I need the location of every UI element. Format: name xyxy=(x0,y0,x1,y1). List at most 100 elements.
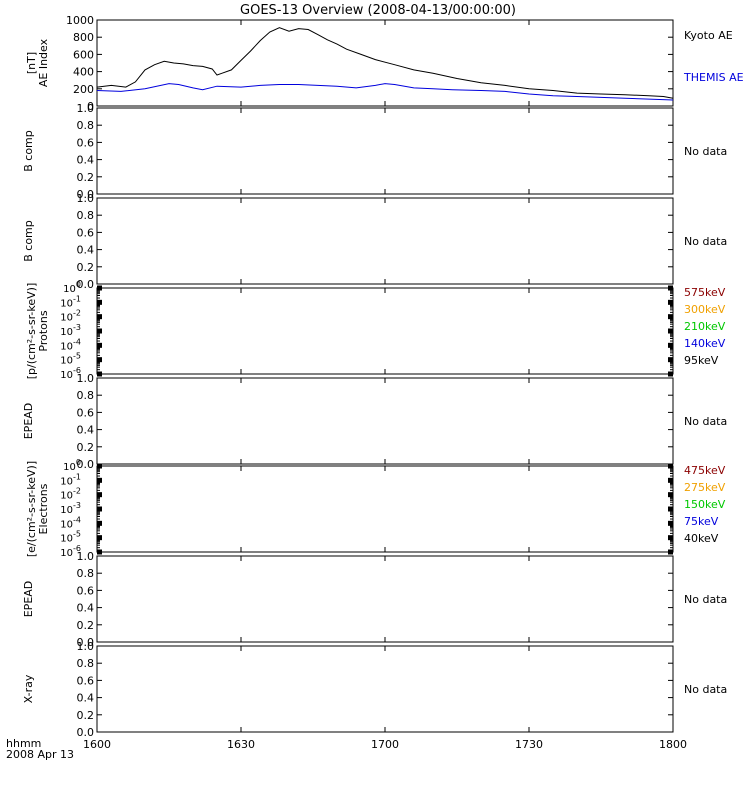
y-tick-label: 0.6 xyxy=(77,136,95,149)
y-tick-label: 1.0 xyxy=(77,192,95,205)
y-axis-label: [e/(cm²-s-sr-keV)] xyxy=(25,461,38,557)
y-tick-label: 0.0 xyxy=(77,278,95,291)
series-line-2 xyxy=(96,83,674,101)
panel-frame xyxy=(96,197,674,285)
y-tick-label: 0.8 xyxy=(77,657,95,670)
y-tick-label: 1.0 xyxy=(77,550,95,563)
y-tick-mark xyxy=(97,371,102,377)
y-tick-exponent: -1 xyxy=(73,472,81,481)
y-axis-label: EPEAD xyxy=(22,581,35,618)
y-tick-label: 0.6 xyxy=(77,674,95,687)
y-tick-label: 0.6 xyxy=(77,226,95,239)
y-tick-mark xyxy=(97,299,102,305)
y-tick-label: 0.0 xyxy=(77,188,95,201)
y-tick-mark xyxy=(97,357,102,363)
y-tick-mark xyxy=(668,314,673,320)
y-tick-label: 10-3 xyxy=(60,501,81,516)
panel-1: AE Index[nT] 1000 800 600 400 200 0 Kyoto AE THE… xyxy=(25,14,744,113)
panel-frame xyxy=(96,377,674,465)
x-tick-label: 1600 xyxy=(83,738,111,751)
y-tick-label: 0.8 xyxy=(77,389,95,402)
y-axis-label: B comp xyxy=(22,130,35,172)
y-tick-exponent: -1 xyxy=(73,294,81,303)
y-tick-label: 0.0 xyxy=(77,458,95,471)
panel-4: Protons[p/(cm²-s-sr-keV)] 10010-110-210-3… xyxy=(25,280,726,381)
y-tick-mark xyxy=(668,506,673,512)
y-tick-mark xyxy=(668,342,673,348)
y-tick-label: 1.0 xyxy=(77,102,95,115)
y-tick-exponent: -6 xyxy=(73,366,81,375)
x-tick-label: 1800 xyxy=(659,738,687,751)
panel-5: EPEAD 1.0 0.8 0.6 0.4 0.2 0.0 No data xyxy=(22,372,727,471)
y-tick-label: 0.8 xyxy=(77,567,95,580)
no-data-note: No data xyxy=(684,235,727,248)
y-tick-label: 10-4 xyxy=(60,337,81,352)
y-tick-exponent: -5 xyxy=(73,352,81,361)
y-tick-label: 800 xyxy=(73,31,94,44)
y-tick-mark xyxy=(97,535,102,541)
y-tick-label: 10-5 xyxy=(60,530,81,545)
y-tick-label: 1.0 xyxy=(77,640,95,653)
y-tick-mark xyxy=(668,492,673,498)
legend-entry: 575keV xyxy=(684,286,726,299)
legend-entry: 95keV xyxy=(684,354,719,367)
y-tick-label: 0.4 xyxy=(77,244,95,257)
y-tick-mark xyxy=(97,328,102,334)
x-tick-label: 1730 xyxy=(515,738,543,751)
y-tick-label: 10-2 xyxy=(60,487,81,502)
y-tick-mark xyxy=(668,299,673,305)
y-tick-label: 0.6 xyxy=(77,406,95,419)
legend-entry: Kyoto AE xyxy=(684,29,733,42)
y-tick-mark xyxy=(97,549,102,555)
time-format-label: hhmm xyxy=(6,737,41,750)
y-tick-label: 0.4 xyxy=(77,154,95,167)
y-tick-label: 10-1 xyxy=(60,472,81,487)
panel-8: X-ray 1.0 0.8 0.6 0.4 0.2 0.0 No data xyxy=(22,640,727,739)
y-tick-label: 0.4 xyxy=(77,692,95,705)
legend-entry: 140keV xyxy=(684,337,726,350)
y-tick-label: 0.6 xyxy=(77,584,95,597)
y-axis-label: X-ray xyxy=(22,674,35,703)
y-tick-label: 0.2 xyxy=(77,619,95,632)
y-tick-label: 0.2 xyxy=(77,171,95,184)
no-data-note: No data xyxy=(684,145,727,158)
y-tick-exponent: -5 xyxy=(73,530,81,539)
panel-frame xyxy=(96,645,674,733)
panel-3: B comp 1.0 0.8 0.6 0.4 0.2 0.0 No data xyxy=(22,192,727,291)
y-tick-mark xyxy=(97,506,102,512)
y-tick-mark xyxy=(97,463,102,469)
y-tick-exponent: -3 xyxy=(73,501,81,510)
y-tick-mark xyxy=(97,285,102,291)
y-axis-label: AE Index xyxy=(37,38,50,87)
panel-frame xyxy=(96,287,674,375)
date-label: 2008 Apr 13 xyxy=(6,748,74,761)
series-line-1 xyxy=(96,27,674,99)
legend-entry: 40keV xyxy=(684,532,719,545)
y-tick-label: 600 xyxy=(73,48,94,61)
y-tick-label: 10-3 xyxy=(60,323,81,338)
y-tick-exponent: -6 xyxy=(73,544,81,553)
panel-6: Electrons[e/(cm²-s-sr-keV)] 10010-110-210… xyxy=(25,458,726,559)
y-tick-label: 0.4 xyxy=(77,424,95,437)
no-data-note: No data xyxy=(684,683,727,696)
y-tick-mark xyxy=(668,535,673,541)
y-tick-label: 10-2 xyxy=(60,309,81,324)
legend-entry: 210keV xyxy=(684,320,726,333)
y-tick-label: 200 xyxy=(73,83,94,96)
y-tick-label: 1.0 xyxy=(77,372,95,385)
x-tick-label: 1630 xyxy=(227,738,255,751)
y-tick-label: 0.8 xyxy=(77,119,95,132)
y-tick-mark xyxy=(668,357,673,363)
y-tick-mark xyxy=(97,477,102,483)
legend-entry: 300keV xyxy=(684,303,726,316)
no-data-note: No data xyxy=(684,593,727,606)
y-tick-label: 0.2 xyxy=(77,261,95,274)
y-tick-mark xyxy=(97,314,102,320)
y-axis-label: B comp xyxy=(22,220,35,262)
y-tick-mark xyxy=(668,549,673,555)
y-tick-label: 0.0 xyxy=(77,636,95,649)
y-tick-label: 1000 xyxy=(66,14,94,27)
y-axis-label: Protons xyxy=(37,310,50,351)
